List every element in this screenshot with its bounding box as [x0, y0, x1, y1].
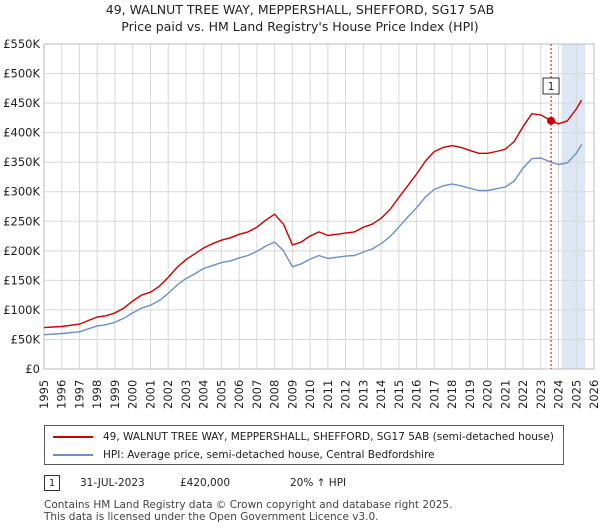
y-tick-label: £400K: [3, 126, 40, 140]
x-tick-label: 2013: [356, 380, 370, 409]
x-tick-label: 2024: [552, 380, 566, 409]
footer-line-2: This data is licensed under the Open Gov…: [44, 511, 379, 523]
x-tick-label: 2005: [214, 380, 228, 409]
y-tick-label: £50K: [11, 332, 41, 346]
x-tick-label: 1998: [90, 380, 104, 409]
x-tick-label: 2000: [126, 380, 140, 409]
x-tick-label: 2017: [427, 380, 441, 409]
legend-item-property: 49, WALNUT TREE WAY, MEPPERSHALL, SHEFFO…: [53, 428, 554, 446]
x-tick-label: 2012: [339, 380, 353, 409]
x-tick-label: 1999: [108, 380, 122, 409]
x-tick-label: 2010: [303, 380, 317, 409]
shaded-region: [561, 44, 586, 369]
x-tick-label: 2022: [516, 380, 530, 409]
sale-hpi-change: 20% ↑ HPI: [290, 477, 347, 489]
sale-date: 31-JUL-2023: [80, 477, 145, 489]
x-tick-label: 2001: [143, 380, 157, 409]
legend-swatch-red: [53, 436, 93, 438]
x-tick-label: 2016: [410, 380, 424, 409]
y-tick-label: £350K: [3, 155, 40, 169]
x-tick-label: 2014: [374, 380, 388, 409]
legend-swatch-blue: [53, 454, 93, 456]
x-tick-label: 2020: [481, 380, 495, 409]
sale-price: £420,000: [180, 477, 231, 489]
x-tick-label: 1995: [37, 380, 51, 409]
x-tick-label: 2021: [498, 380, 512, 409]
y-tick-label: £550K: [3, 37, 40, 51]
x-tick-label: 2009: [285, 380, 299, 409]
chart-title: 49, WALNUT TREE WAY, MEPPERSHALL, SHEFFO…: [105, 2, 495, 17]
x-tick-label: 2008: [268, 380, 282, 409]
x-tick-label: 2006: [232, 380, 246, 409]
legend: 49, WALNUT TREE WAY, MEPPERSHALL, SHEFFO…: [44, 425, 564, 465]
x-tick-label: 1997: [72, 380, 86, 409]
annotation-box: [542, 77, 560, 95]
annotation-label: 1: [548, 81, 555, 93]
y-tick-label: £100K: [3, 303, 40, 317]
series-line-hpi: [43, 144, 583, 336]
x-tick-label: 2019: [463, 380, 477, 409]
sale-marker-badge: 1: [44, 475, 60, 491]
footer: Contains HM Land Registry data © Crown c…: [44, 499, 452, 523]
y-tick-label: £150K: [3, 273, 40, 287]
x-tick-label: 2025: [569, 380, 583, 409]
x-tick-label: 2003: [179, 380, 193, 409]
x-tick-label: 2023: [534, 380, 548, 409]
price-chart: £0 £50K £100K £150K £200K £250K £300K £350K £400…: [3, 37, 600, 409]
legend-item-hpi: HPI: Average price, semi-detached house,…: [53, 446, 435, 464]
x-tick-label: 2002: [161, 380, 175, 409]
plot-frame: [43, 43, 595, 370]
series-line-property: [43, 99, 583, 329]
x-tick-label: 2011: [321, 380, 335, 409]
y-tick-label: £450K: [3, 96, 40, 110]
sale-row: 1 31-JUL-2023 £420,000 20% ↑ HPI: [44, 475, 346, 491]
x-tick-label: 2026: [587, 380, 600, 409]
chart-subtitle: Price paid vs. HM Land Registry's House …: [121, 19, 479, 34]
y-tick-label: £300K: [3, 185, 40, 199]
y-tick-label: £250K: [3, 214, 40, 228]
x-tick-label: 2015: [392, 380, 406, 409]
y-tick-label: £0: [25, 362, 40, 376]
legend-label-property: 49, WALNUT TREE WAY, MEPPERSHALL, SHEFFO…: [103, 431, 554, 443]
legend-label-hpi: HPI: Average price, semi-detached house,…: [103, 449, 435, 461]
y-tick-label: £500K: [3, 67, 40, 81]
y-tick-label: £200K: [3, 244, 40, 258]
sale-point: [547, 116, 556, 125]
footer-line-1: Contains HM Land Registry data © Crown c…: [44, 499, 453, 511]
x-tick-label: 2004: [197, 380, 211, 409]
x-tick-label: 2007: [250, 380, 264, 409]
x-tick-label: 1996: [55, 380, 69, 409]
x-tick-label: 2018: [445, 380, 459, 409]
